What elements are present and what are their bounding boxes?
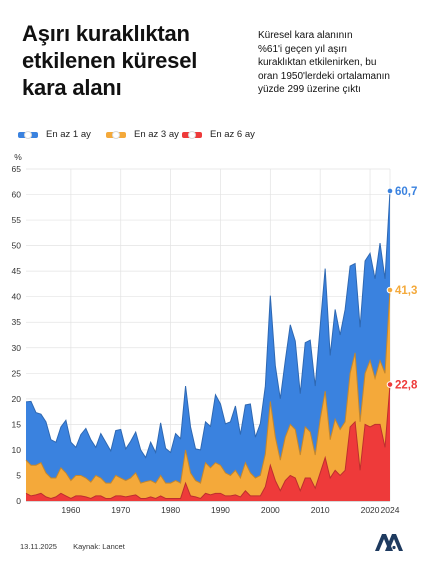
aa-logo-dot bbox=[392, 545, 396, 550]
x-tick-label-1960: 1960 bbox=[61, 505, 80, 515]
y-tick-label-60: 60 bbox=[12, 190, 22, 200]
aa-logo bbox=[375, 534, 403, 551]
footer-date: 13.11.2025 bbox=[20, 542, 57, 551]
x-tick-label-1980: 1980 bbox=[161, 505, 180, 515]
y-tick-label-65: 65 bbox=[12, 164, 22, 174]
y-tick-label-45: 45 bbox=[12, 266, 22, 276]
end-point-series-3 bbox=[386, 381, 394, 388]
y-tick-label-20: 20 bbox=[12, 394, 22, 404]
x-tick-label-2000: 2000 bbox=[261, 505, 280, 515]
aa-logo-letter-2 bbox=[385, 534, 403, 551]
x-tick-label-2020: 2020 bbox=[361, 505, 380, 515]
chart-title: Aşırı kuraklıktan etkilenen küresel kara… bbox=[22, 21, 198, 100]
legend-label-3-months: En az 3 ay bbox=[134, 129, 179, 140]
legend-item-1-month: En az 1 ay bbox=[18, 129, 91, 140]
legend-swatch-6-months bbox=[182, 130, 202, 140]
y-tick-label-55: 55 bbox=[12, 215, 22, 225]
x-tick-label-1970: 1970 bbox=[111, 505, 130, 515]
legend-label-1-month: En az 1 ay bbox=[46, 129, 91, 140]
area-chart: 0 5 10 15 20 25 30 35 40 45 50 55 60 65% 1960 1970 1980 1… bbox=[12, 152, 418, 515]
area-series-3 bbox=[26, 384, 390, 501]
end-value-label-series-1: 60,7 bbox=[395, 186, 417, 198]
footer-source: Kaynak: Lancet bbox=[73, 542, 125, 551]
legend-item-3-months: En az 3 ay bbox=[106, 129, 179, 140]
legend-swatch-3-months bbox=[106, 130, 126, 140]
x-tick-label-2010: 2010 bbox=[311, 505, 330, 515]
x-tick-label-2024: 2024 bbox=[381, 505, 400, 515]
y-tick-label-35: 35 bbox=[12, 317, 22, 327]
line-series-1 bbox=[25, 190, 391, 459]
y-tick-label-15: 15 bbox=[12, 419, 22, 429]
y-tick-label-5: 5 bbox=[16, 470, 21, 480]
y-tick-label-25: 25 bbox=[12, 368, 22, 378]
chart-subtitle: Küresel kara alanının %61'i geçen yıl aş… bbox=[258, 30, 390, 96]
y-tick-label-10: 10 bbox=[12, 445, 22, 455]
y-tick-label-50: 50 bbox=[12, 241, 22, 251]
line-series-2 bbox=[25, 290, 391, 484]
y-tick-label-40: 40 bbox=[12, 292, 22, 302]
y-unit-label: % bbox=[14, 152, 22, 162]
end-value-label-series-3: 22,8 bbox=[395, 380, 418, 392]
legend-label-6-months: En az 6 ay bbox=[210, 129, 255, 140]
legend-swatch-1-month bbox=[18, 130, 38, 140]
area-series-1 bbox=[26, 190, 390, 501]
end-point-series-2 bbox=[386, 286, 394, 294]
end-point-series-1 bbox=[386, 187, 394, 195]
line-series-3 bbox=[25, 384, 391, 500]
end-value-label-series-2: 41,3 bbox=[395, 285, 417, 297]
x-tick-label-1990: 1990 bbox=[211, 505, 230, 515]
legend-item-6-months: En az 6 ay bbox=[182, 129, 255, 140]
y-tick-label-30: 30 bbox=[12, 343, 22, 353]
y-tick-label-0: 0 bbox=[16, 496, 21, 506]
footer: 13.11.2025 Kaynak: Lancet bbox=[20, 542, 139, 551]
